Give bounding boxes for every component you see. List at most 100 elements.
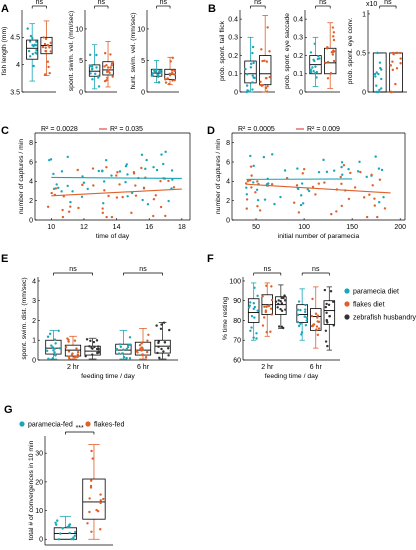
- box-a1-1-point: [48, 71, 51, 75]
- scatter-point-c: [69, 200, 72, 204]
- box-b1-1-point: [268, 75, 271, 79]
- box-b2-1-point: [324, 61, 327, 65]
- scatter-point-d: [342, 164, 346, 167]
- y-tick-label-f: 80: [233, 318, 241, 325]
- box-e-g0-s0-point: [45, 349, 49, 352]
- box-b1-0-point: [249, 66, 253, 69]
- box-e-g0-s0-point: [52, 349, 55, 352]
- box-e-g1-s2-point: [159, 327, 163, 331]
- box-f-g0-s0-point: [250, 314, 254, 318]
- box-g-0-point: [54, 523, 58, 526]
- box-a2-1-point: [105, 64, 108, 67]
- scatter-point-c: [146, 203, 150, 206]
- scatter-point-c: [60, 190, 63, 193]
- box-e-g0-s0-point: [53, 353, 57, 357]
- y-tick-label-e: 4: [32, 278, 36, 285]
- scatter-point-d: [283, 169, 287, 172]
- box-e-g0-s1-point: [73, 356, 77, 359]
- box-f-g0-s1-point: [270, 298, 274, 302]
- scatter-point-c: [48, 158, 51, 162]
- box-f-g0-s2-point: [280, 302, 284, 305]
- box-e-g1-s1-point: [136, 351, 139, 354]
- box-f-g0-s0-point: [252, 336, 255, 339]
- box-e-g0-s2-point: [96, 345, 100, 348]
- box-a1-1-point: [44, 37, 48, 41]
- box-f-g1-s0-point: [300, 331, 304, 334]
- scatter-point-d: [307, 189, 311, 193]
- box-f-g1-s0-point: [305, 319, 308, 322]
- box-e-g0-s0-point: [51, 345, 54, 349]
- box-e-g1-s1-point: [141, 346, 144, 350]
- scatter-point-d: [300, 194, 303, 197]
- box-f-g0-s1-point: [265, 305, 268, 308]
- x-tick-label-c: 18: [178, 224, 186, 231]
- box-a3-1-point: [171, 71, 174, 75]
- box-f-g1-s1-point: [311, 297, 314, 301]
- box-b1-1-point: [265, 77, 268, 80]
- box-b2-0-point: [311, 66, 314, 69]
- box-b1-1-point: [261, 59, 264, 63]
- scatter-point-d: [250, 174, 253, 177]
- y-tick-label-c: 2: [29, 198, 33, 205]
- scatter-point-d: [258, 209, 262, 212]
- box-f-g1-s0-point: [297, 324, 301, 328]
- box-a1-1-point: [43, 42, 47, 46]
- scatter-point-d: [340, 161, 344, 164]
- box-a3-0-point: [154, 70, 158, 73]
- scatter-point-d: [271, 153, 274, 156]
- y-axis-label-a3: hunt. swim. vel. (mm/sec): [130, 12, 137, 89]
- legend-marker-f-0: [344, 288, 350, 294]
- box-a1-0-point: [29, 34, 33, 38]
- scatter-point-c: [132, 171, 136, 174]
- scatter-point-d: [373, 197, 376, 200]
- scatter-point-c: [60, 170, 64, 173]
- box-b1-0-point: [251, 81, 254, 84]
- scatter-point-c: [164, 214, 167, 218]
- y-axis-label-b1: prob. spont. tail flick: [219, 20, 226, 81]
- box-e-g0-s0-point: [58, 347, 62, 350]
- box-g-0-point: [66, 525, 69, 529]
- scatter-point-d: [333, 169, 336, 172]
- scatter-point-d: [349, 171, 352, 175]
- box-e-g1-s0-point: [125, 356, 128, 360]
- box-a2-1-point: [103, 65, 106, 68]
- scatter-point-d: [317, 171, 321, 174]
- y-tick-label-f: 70: [233, 338, 241, 345]
- y-exponent-b3: x10: [366, 1, 377, 8]
- box-a1-0-point: [32, 64, 35, 68]
- box-a2-1-point: [106, 76, 109, 79]
- scatter-point-d: [325, 170, 329, 174]
- box-b1-1-point: [259, 80, 262, 83]
- group-label-e: 6 hr: [137, 364, 150, 371]
- group-label-f: 2 hr: [261, 364, 274, 371]
- y-tick-label-b3: 1: [362, 11, 366, 18]
- box-f-g1-s0-point: [296, 308, 300, 312]
- box-e-g0-s2-point: [97, 347, 100, 351]
- box-b1-0-point: [249, 62, 253, 66]
- box-b1-0-box: [244, 60, 257, 84]
- scatter-point-d: [382, 195, 385, 199]
- box-e-g1-s2-point: [158, 356, 161, 360]
- box-a1-0-point: [35, 49, 38, 52]
- y-tick-label-b2: 0.1: [293, 71, 303, 78]
- box-b1-0-point: [251, 45, 255, 49]
- box-a2-1-point: [109, 66, 112, 69]
- box-e-g0-s0-point: [51, 357, 54, 360]
- box-b2-0-point: [317, 54, 320, 58]
- sig-b2-label: ns: [319, 0, 327, 6]
- box-b1-0-point: [251, 51, 254, 55]
- box-f-g1-s2-point: [328, 315, 331, 318]
- box-f-g0-s2-point: [279, 307, 282, 311]
- y-tick-label-g: 0: [39, 537, 43, 544]
- box-g-0-point: [70, 537, 73, 541]
- box-a2-1-point: [111, 75, 114, 78]
- scatter-point-d: [365, 175, 368, 179]
- box-e-g0-s2-point: [91, 347, 94, 350]
- box-f-g1-s1-point: [315, 328, 318, 331]
- box-a3-1-point: [171, 56, 174, 60]
- box-f-g0-s2-point: [280, 325, 284, 329]
- box-b1-1-point: [268, 50, 271, 53]
- box-b3-0-point: [377, 90, 380, 94]
- box-b3-1-point: [396, 51, 399, 55]
